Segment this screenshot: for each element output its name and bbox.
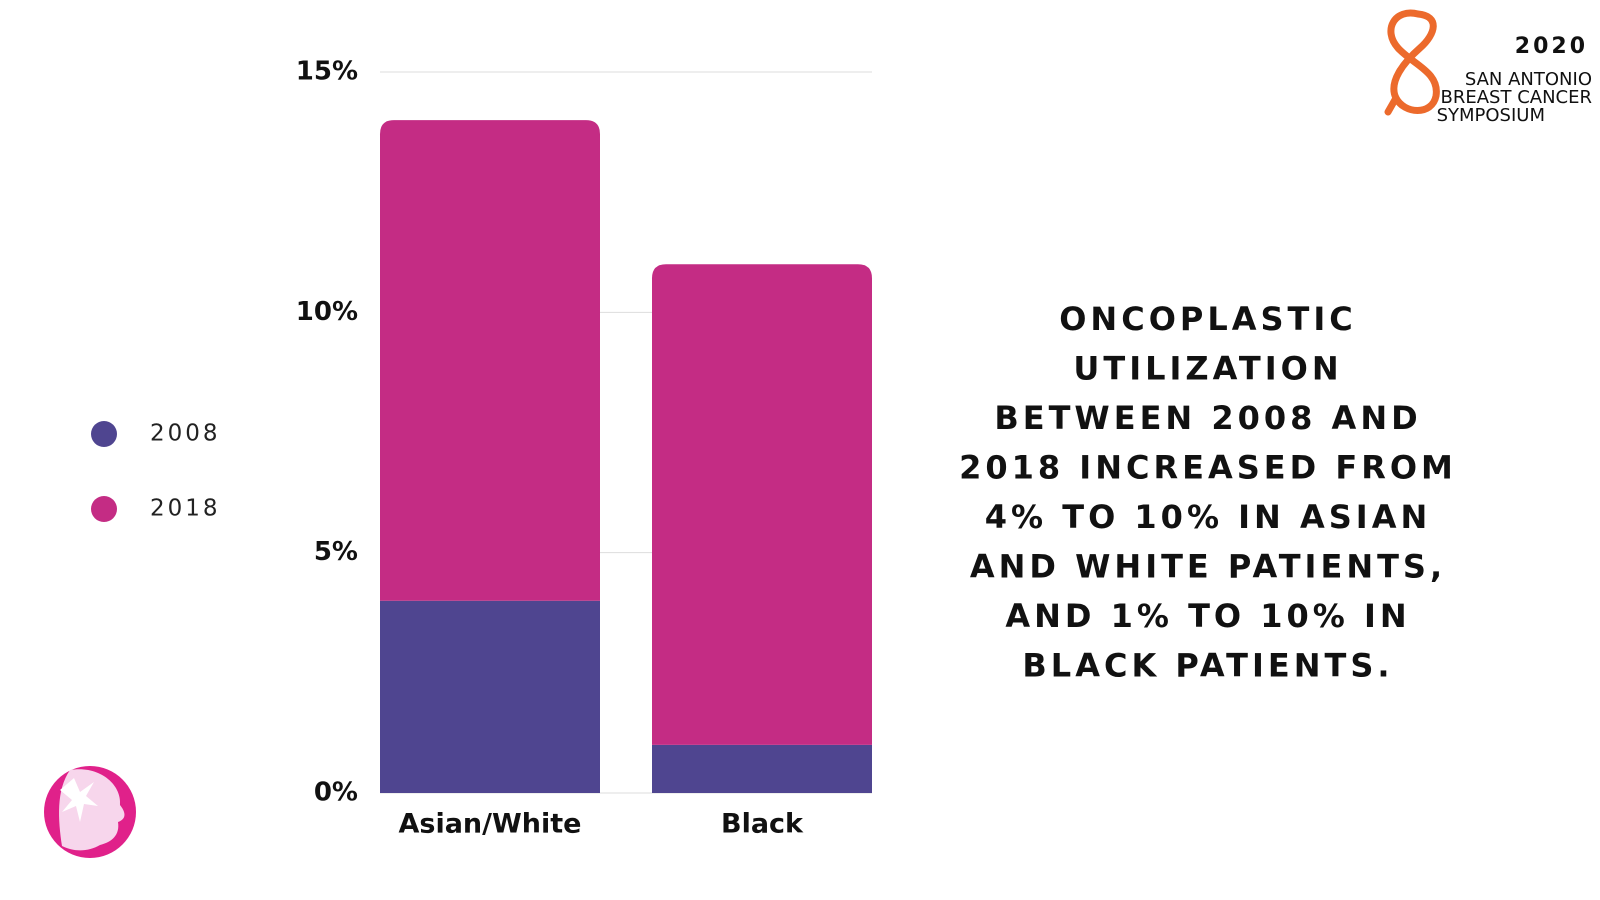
legend-label: 2018 [150,496,221,522]
y-tick-label: 10% [296,297,358,327]
bar-segment [652,264,872,745]
logo-line: BREAST CANCER [1441,87,1592,108]
annotation-line: AND WHITE PATIENTS, [970,548,1446,586]
bar-segment [380,600,600,793]
logo-line: SAN ANTONIO [1465,69,1592,90]
annotation-line: ONCOPLASTIC [1059,300,1357,338]
annotation-line: BETWEEN 2008 AND [994,399,1421,437]
y-tick-label: 15% [296,57,358,87]
x-tick-label: Black [721,809,804,840]
legend-label: 2008 [150,421,221,447]
annotation-line: 4% TO 10% IN ASIAN [985,498,1431,536]
legend-swatch [91,421,117,447]
logo-line: SYMPOSIUM [1437,105,1545,126]
annotation-line: UTILIZATION [1073,350,1342,388]
y-tick-label: 5% [314,537,358,567]
logo-ribbon [1384,9,1440,116]
logo-year: 2020 [1515,34,1588,59]
annotation-line: AND 1% TO 10% IN [1005,597,1410,635]
annotation-line: BLACK PATIENTS. [1022,647,1393,685]
bar-segment [652,744,872,793]
annotation-line: 2018 INCREASED FROM [959,449,1457,487]
y-tick-label: 0% [314,778,358,808]
legend-swatch [91,496,117,522]
face-logo [44,766,136,858]
bar-segment [380,120,600,601]
x-tick-label: Asian/White [398,809,581,840]
